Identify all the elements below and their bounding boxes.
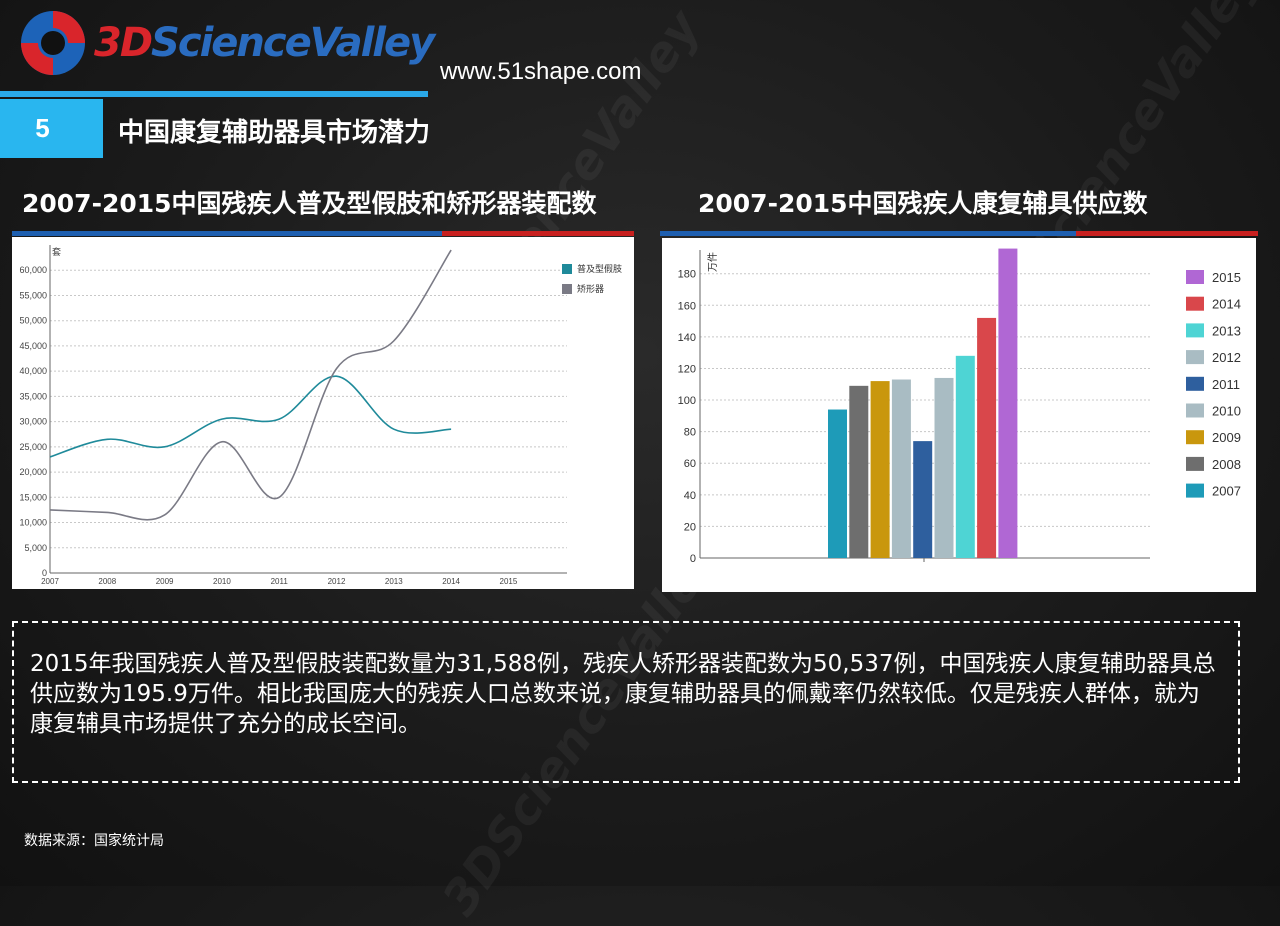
- bar-legend-label: 2013: [1212, 323, 1241, 338]
- bar-legend-label: 2008: [1212, 457, 1241, 472]
- bar-chart-ytick-label: 40: [684, 490, 696, 502]
- line-chart-xtick-label: 2010: [213, 577, 231, 586]
- line-chart-ytick-label: 10,000: [19, 518, 47, 528]
- line-chart-ytick-label: 40,000: [19, 366, 47, 376]
- line-chart-ytick-label: 25,000: [19, 442, 47, 452]
- bar-legend-label: 2007: [1212, 484, 1241, 499]
- line-chart-ytick-label: 50,000: [19, 316, 47, 326]
- bar-legend-label: 2010: [1212, 404, 1241, 419]
- bar-chart-ytick-label: 160: [678, 300, 696, 312]
- right-chart-title: 2007-2015中国残疾人康复辅具供应数: [698, 184, 1148, 220]
- section-number: 5: [0, 99, 103, 158]
- bar-2013: [956, 356, 975, 558]
- line-chart-xtick-label: 2009: [156, 577, 174, 586]
- line-chart-ytick-label: 15,000: [19, 492, 47, 502]
- bar-legend-swatch: [1186, 484, 1204, 498]
- bar-chart: 0 20 40 60 80 100 120 140 160 180 万件 2015 2014 2013 20…: [662, 238, 1256, 592]
- bar-2015: [998, 249, 1017, 558]
- line-chart-xtick-label: 2015: [500, 577, 518, 586]
- bar-legend-swatch: [1186, 430, 1204, 444]
- bar-chart-ylabel: 万件: [707, 252, 719, 272]
- line-legend-swatch: [562, 264, 572, 274]
- line-series-2: [50, 250, 451, 520]
- bar-legend-label: 2009: [1212, 430, 1241, 445]
- line-chart-ytick-label: 45,000: [19, 341, 47, 351]
- line-chart-xtick-label: 2011: [271, 577, 289, 586]
- logo-3d: 3D: [94, 20, 151, 66]
- line-chart-ytick-label: 60,000: [19, 265, 47, 275]
- line-chart-xtick-label: 2013: [385, 577, 403, 586]
- line-chart-xtick-label: 2014: [442, 577, 460, 586]
- line-chart-xtick-label: 2007: [41, 577, 59, 586]
- bar-legend-label: 2014: [1212, 297, 1241, 312]
- line-chart-ytick-label: 30,000: [19, 417, 47, 427]
- line-legend-label: 矫形器: [577, 283, 604, 294]
- bar-legend-label: 2012: [1212, 350, 1241, 365]
- right-title-rule-blue: [660, 231, 1076, 236]
- line-legend-swatch: [562, 284, 572, 294]
- line-chart-ytick-label: 5,000: [24, 543, 47, 553]
- bar-legend-swatch: [1186, 457, 1204, 471]
- bar-chart-ytick-label: 140: [678, 332, 696, 344]
- line-chart-ytick-label: 55,000: [19, 290, 47, 300]
- summary-box: 2015年我国残疾人普及型假肢装配数量为31,588例，残疾人矫形器装配数为50…: [12, 621, 1240, 783]
- line-chart-xtick-label: 2012: [328, 577, 346, 586]
- logo-science-valley: ScienceValley: [151, 20, 433, 66]
- left-title-rule-blue: [12, 231, 442, 236]
- bar-chart-ytick-label: 20: [684, 521, 696, 533]
- bar-2014: [977, 318, 996, 558]
- line-legend-label: 普及型假肢: [577, 263, 622, 274]
- section-title: 中国康复辅助器具市场潜力: [118, 112, 430, 149]
- data-source: 数据来源：国家统计局: [24, 830, 164, 850]
- bar-legend-label: 2015: [1212, 270, 1241, 285]
- line-series-1: [50, 376, 451, 457]
- bar-legend-swatch: [1186, 377, 1204, 391]
- website-url: www.51shape.com: [440, 58, 641, 86]
- bar-chart-ytick-label: 60: [684, 458, 696, 470]
- line-chart-ylabel: 套: [52, 246, 61, 257]
- logo-swirl-icon: [18, 8, 88, 78]
- bar-legend-swatch: [1186, 270, 1204, 284]
- summary-text: 2015年我国残疾人普及型假肢装配数量为31,588例，残疾人矫形器装配数为50…: [30, 649, 1220, 739]
- bar-2007: [828, 410, 847, 558]
- bar-2010: [892, 380, 911, 558]
- bar-legend-swatch: [1186, 404, 1204, 418]
- left-chart-title: 2007-2015中国残疾人普及型假肢和矫形器装配数: [22, 184, 597, 220]
- bar-chart-ytick-label: 0: [690, 553, 696, 565]
- header-rule: [0, 91, 428, 97]
- line-chart-xtick-label: 2008: [98, 577, 116, 586]
- bar-chart-ytick-label: 100: [678, 395, 696, 407]
- brand-logo: 3DScienceValley: [18, 8, 308, 82]
- bar-2011: [913, 441, 932, 558]
- line-chart-ytick-label: 20,000: [19, 467, 47, 477]
- bar-legend-swatch: [1186, 350, 1204, 364]
- bar-2012: [935, 378, 954, 558]
- bar-legend-swatch: [1186, 297, 1204, 311]
- line-chart-ytick-label: 35,000: [19, 391, 47, 401]
- right-title-rule-red: [1076, 231, 1258, 236]
- bar-legend-label: 2011: [1212, 377, 1240, 392]
- right-chart-panel: 0 20 40 60 80 100 120 140 160 180 万件 2015 2014 2013 20…: [662, 238, 1256, 592]
- line-chart: 05,00010,00015,00020,00025,00030,00035,0…: [12, 237, 634, 589]
- logo-wordmark: 3DScienceValley: [94, 20, 433, 66]
- bar-2008: [849, 386, 868, 558]
- bar-chart-ytick-label: 120: [678, 363, 696, 375]
- bar-2009: [871, 381, 890, 558]
- bar-chart-ytick-label: 180: [678, 269, 696, 281]
- bar-chart-ytick-label: 80: [684, 427, 696, 439]
- left-title-rule-red: [442, 231, 634, 236]
- bar-legend-swatch: [1186, 323, 1204, 337]
